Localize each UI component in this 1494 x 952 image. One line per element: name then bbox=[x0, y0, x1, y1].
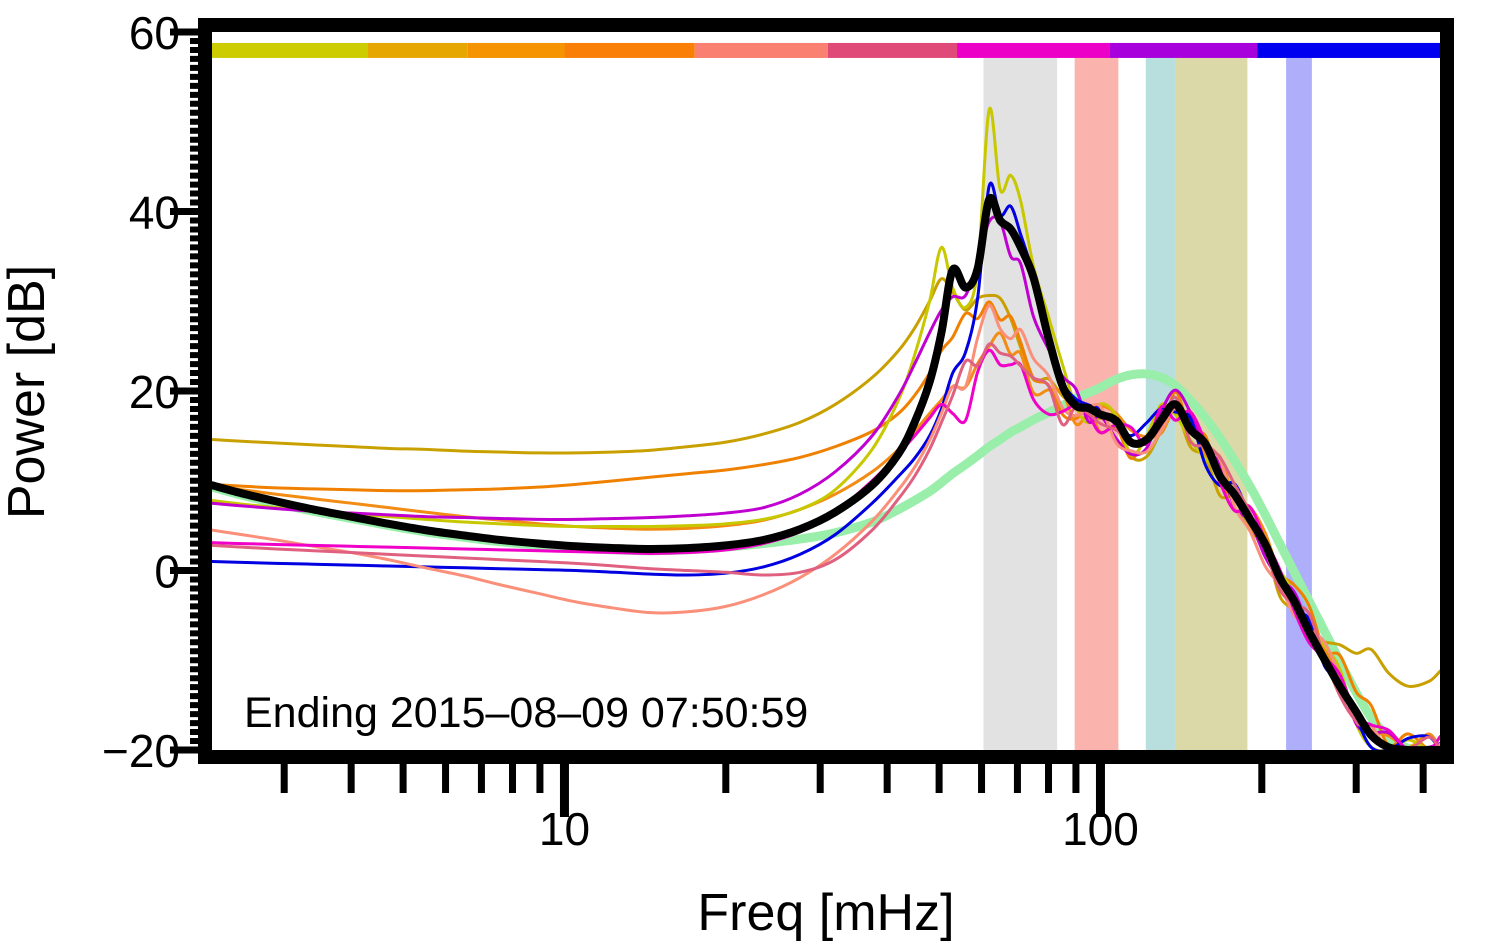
y-axis-tick-labels: −20 0 20 40 60 bbox=[102, 7, 180, 777]
y-axis-ticks bbox=[170, 28, 212, 754]
band-gray bbox=[983, 50, 1058, 750]
colorbar-seg-3 bbox=[467, 42, 565, 58]
band-periwinkle bbox=[1286, 50, 1312, 750]
x-tick-label: 10 bbox=[539, 803, 590, 855]
spectrum-rose bbox=[212, 342, 1440, 750]
spectra-curves-group bbox=[212, 106, 1440, 750]
plot-area-background bbox=[212, 32, 1440, 750]
spectrum-black-mean bbox=[212, 193, 1440, 750]
colorbar-seg-6 bbox=[827, 42, 958, 58]
y-tick-label: 60 bbox=[129, 7, 180, 59]
x-axis-ticks bbox=[280, 757, 1427, 817]
colorbar-seg-4 bbox=[564, 42, 695, 58]
spectrum-salmon bbox=[212, 303, 1440, 750]
y-tick-label: −20 bbox=[102, 725, 180, 777]
colorbar-seg-7 bbox=[957, 42, 1110, 58]
colorbar-seg-8 bbox=[1109, 42, 1258, 58]
frequency-colorbar bbox=[212, 42, 1440, 58]
x-tick-label: 100 bbox=[1062, 803, 1139, 855]
x-axis-tick-labels: 10 100 bbox=[539, 803, 1139, 855]
x-axis-title: Freq [mHz] bbox=[697, 884, 954, 942]
spectrum-olive bbox=[212, 106, 1440, 750]
y-axis-title: Power [dB] bbox=[0, 265, 56, 519]
colorbar-seg-1 bbox=[212, 42, 369, 58]
y-tick-label: 20 bbox=[129, 366, 180, 418]
y-tick-label: 40 bbox=[129, 187, 180, 239]
colorbar-seg-5 bbox=[694, 42, 828, 58]
y-tick-label: 0 bbox=[154, 546, 180, 598]
colorbar-seg-9 bbox=[1257, 42, 1440, 58]
ending-timestamp-label: Ending 2015–08–09 07:50:59 bbox=[244, 689, 808, 737]
colorbar-seg-2 bbox=[368, 42, 468, 58]
